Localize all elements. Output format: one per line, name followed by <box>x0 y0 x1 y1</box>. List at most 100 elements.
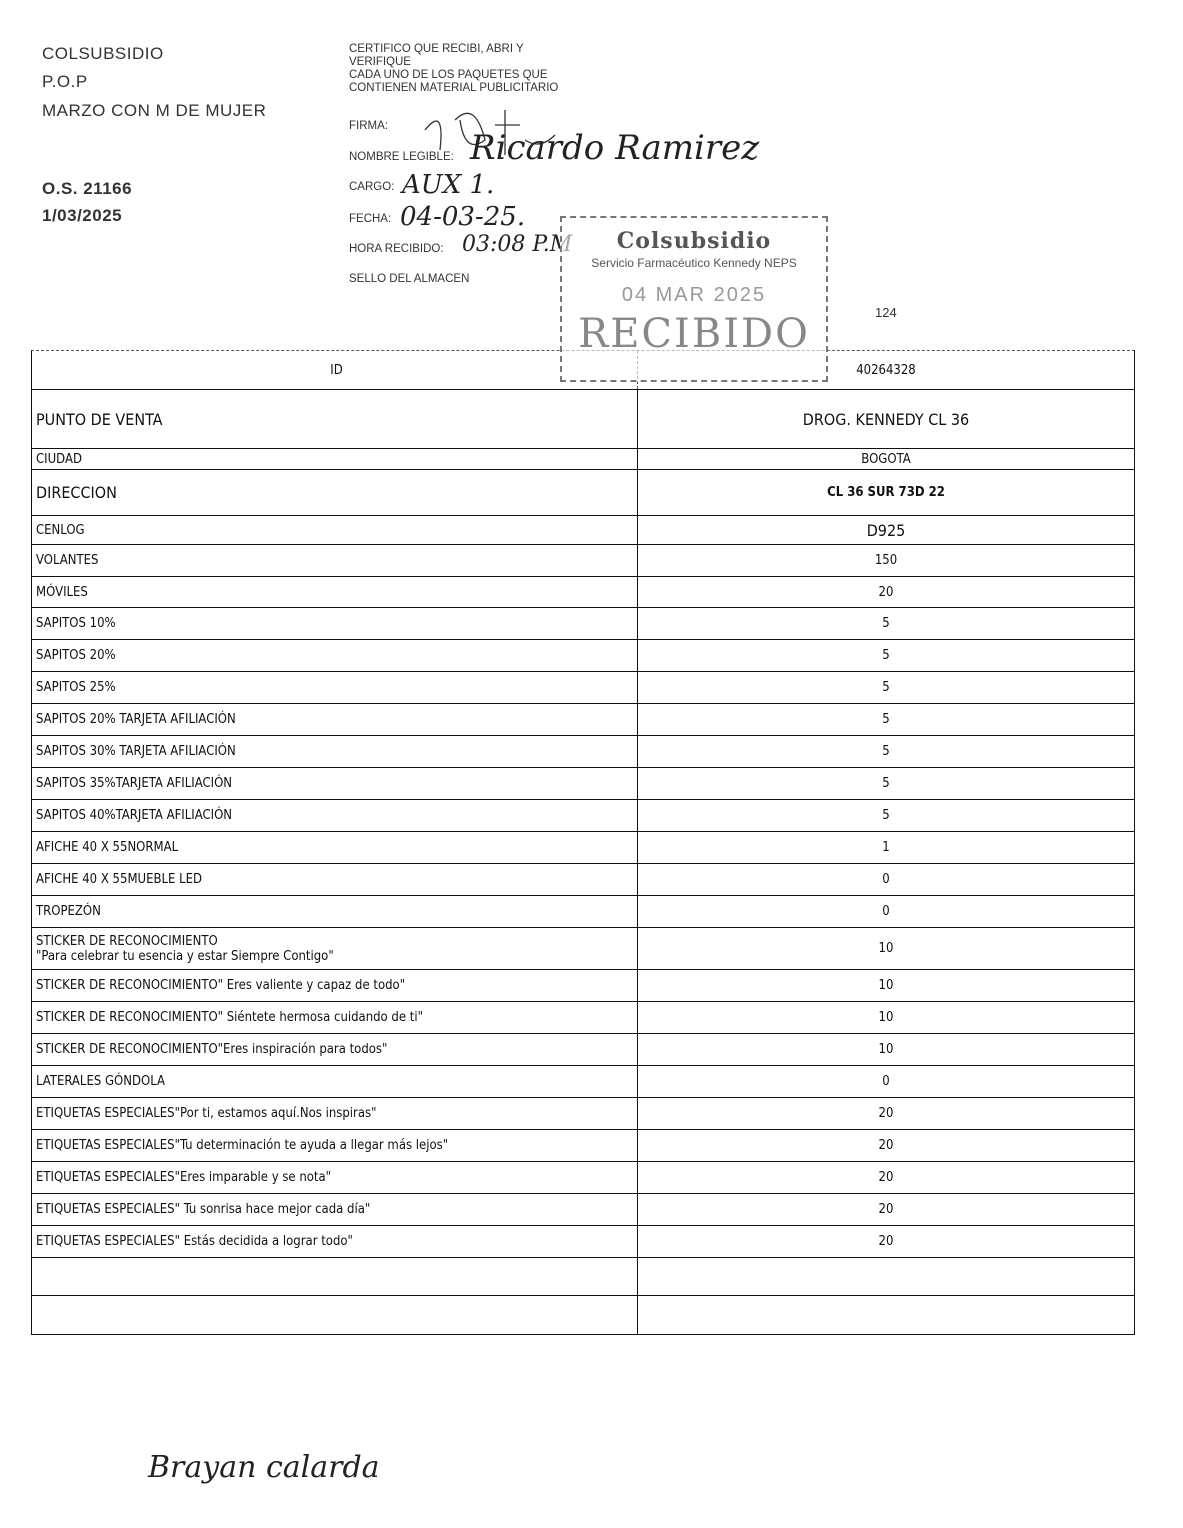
row-label-text: STICKER DE RECONOCIMIENTO <box>36 933 218 949</box>
row-value: 5 <box>882 616 890 631</box>
row-value: 1 <box>882 840 890 855</box>
table-row: SAPITOS 25% 5 <box>32 671 1134 703</box>
row-value: 20 <box>878 1234 894 1249</box>
row-label: ID <box>32 351 638 389</box>
signature-image <box>424 110 556 155</box>
row-label-text: STICKER DE RECONOCIMIENTO" Siéntete herm… <box>36 1010 423 1025</box>
row-label-text: SAPITOS 40%TARJETA AFILIACIÓN <box>36 808 233 823</box>
order-number: O.S. 21166 <box>42 179 133 198</box>
sello-label: SELLO DEL ALMACEN <box>349 273 470 285</box>
row-value: 20 <box>878 584 894 600</box>
row-label: SAPITOS 30% TARJETA AFILIACIÓN <box>32 736 638 767</box>
row-label: ETIQUETAS ESPECIALES"Por ti, estamos aqu… <box>32 1098 638 1129</box>
cert-line: CERTIFICO QUE RECIBI, ABRI Y <box>349 43 524 55</box>
row-value: 10 <box>878 978 894 993</box>
table-row: MÓVILES 20 <box>32 576 1134 607</box>
row-value: BOGOTA <box>861 451 911 467</box>
row-label: ETIQUETAS ESPECIALES" Estás decidida a l… <box>32 1226 638 1257</box>
campaign-name: MARZO CON M DE MUJER <box>42 101 267 120</box>
stamp-subtitle: Servicio Farmacéutico Kennedy NEPS <box>591 256 797 270</box>
table-row: SAPITOS 20% TARJETA AFILIACIÓN 5 <box>32 703 1134 735</box>
row-value: CL 36 SUR 73D 22 <box>827 485 945 500</box>
row-value: 5 <box>882 808 890 823</box>
row-label-text: SAPITOS 30% TARJETA AFILIACIÓN <box>36 744 236 759</box>
row-label-text: CIUDAD <box>36 451 82 467</box>
row-label: SAPITOS 20% <box>32 640 638 671</box>
row-label-text: LATERALES GÓNDOLA <box>36 1074 166 1089</box>
row-value <box>638 1296 1134 1334</box>
row-label-text: ETIQUETAS ESPECIALES" Estás decidida a l… <box>36 1234 353 1249</box>
row-label-text: VOLANTES <box>36 553 99 568</box>
row-label-text: TROPEZÓN <box>36 904 101 919</box>
row-value: 10 <box>878 1010 894 1025</box>
row-label-text: MÓVILES <box>36 584 88 600</box>
row-label: TROPEZÓN <box>32 896 638 927</box>
footer-signature: Brayan calarda <box>148 1450 380 1485</box>
row-label: PUNTO DE VENTA <box>32 390 638 448</box>
fecha-value: 04-03-25. <box>400 202 526 232</box>
cert-line: CADA UNO DE LOS PAQUETES QUE <box>349 69 548 81</box>
table-row: SAPITOS 40%TARJETA AFILIACIÓN 5 <box>32 799 1134 831</box>
table-row: STICKER DE RECONOCIMIENTO" Siéntete herm… <box>32 1001 1134 1033</box>
row-value: 40264328 <box>856 362 916 378</box>
table-row: DIRECCION CL 36 SUR 73D 22 <box>32 469 1134 515</box>
table-row: VOLANTES 150 <box>32 544 1134 576</box>
table-row: LATERALES GÓNDOLA 0 <box>32 1065 1134 1097</box>
row-value: 10 <box>878 941 894 956</box>
nombre-label: NOMBRE LEGIBLE: <box>349 151 454 163</box>
row-label-text: SAPITOS 20% <box>36 648 116 663</box>
row-label-text: SAPITOS 25% <box>36 680 116 695</box>
row-value: 0 <box>882 1074 890 1089</box>
cert-line: CONTIENEN MATERIAL PUBLICITARIO <box>349 82 559 94</box>
row-label: ETIQUETAS ESPECIALES"Eres imparable y se… <box>32 1162 638 1193</box>
row-label-subtext: "Para celebrar tu esencia y estar Siempr… <box>36 948 334 964</box>
table-row: ETIQUETAS ESPECIALES"Por ti, estamos aqu… <box>32 1097 1134 1129</box>
table-row: STICKER DE RECONOCIMIENTO" Eres valiente… <box>32 969 1134 1001</box>
row-label-text: ETIQUETAS ESPECIALES" Tu sonrisa hace me… <box>36 1202 371 1217</box>
row-value: 0 <box>882 872 890 887</box>
certification-text: CERTIFICO QUE RECIBI, ABRI Y VERIFIQUE C… <box>349 43 558 95</box>
order-date: 1/03/2025 <box>42 206 123 225</box>
doc-type: P.O.P <box>42 72 88 91</box>
table-row <box>32 1295 1134 1334</box>
table-row: SAPITOS 10% 5 <box>32 607 1134 639</box>
firma-label: FIRMA: <box>349 120 388 132</box>
row-label: MÓVILES <box>32 577 638 607</box>
row-value: 20 <box>878 1170 894 1185</box>
row-value: DROG. KENNEDY CL 36 <box>802 409 970 429</box>
hora-value: 03:08 P.M <box>462 232 573 257</box>
table-row: CIUDAD BOGOTA <box>32 448 1134 469</box>
cargo-value: AUX 1. <box>402 170 495 200</box>
table-row: SAPITOS 35%TARJETA AFILIACIÓN 5 <box>32 767 1134 799</box>
table-row: STICKER DE RECONOCIMIENTO "Para celebrar … <box>32 927 1134 969</box>
row-label: AFICHE 40 X 55MUEBLE LED <box>32 864 638 895</box>
row-label-text: STICKER DE RECONOCIMIENTO"Eres inspiraci… <box>36 1042 388 1057</box>
row-label: SAPITOS 20% TARJETA AFILIACIÓN <box>32 704 638 735</box>
table-row: ETIQUETAS ESPECIALES" Estás decidida a l… <box>32 1225 1134 1257</box>
row-value: 5 <box>882 712 890 727</box>
row-label: CIUDAD <box>32 449 638 469</box>
row-label: SAPITOS 10% <box>32 608 638 639</box>
row-label-text: CENLOG <box>36 522 85 538</box>
row-value: 20 <box>878 1106 894 1121</box>
table-row: STICKER DE RECONOCIMIENTO"Eres inspiraci… <box>32 1033 1134 1065</box>
row-value: 5 <box>882 776 890 791</box>
table-row: AFICHE 40 X 55MUEBLE LED 0 <box>32 863 1134 895</box>
row-value: 20 <box>878 1202 894 1217</box>
nombre-value: Ricardo Ramirez <box>470 128 760 168</box>
row-label: DIRECCION <box>32 470 638 515</box>
fecha-label: FECHA: <box>349 213 392 225</box>
cargo-label: CARGO: <box>349 181 395 193</box>
row-value: 5 <box>882 744 890 759</box>
materials-table: ID 40264328 PUNTO DE VENTA DROG. KENNEDY CL… <box>31 350 1135 1335</box>
table-row: CENLOG D925 <box>32 515 1134 544</box>
row-label-text: AFICHE 40 X 55NORMAL <box>36 840 179 855</box>
row-value: 10 <box>878 1042 894 1057</box>
table-row: ETIQUETAS ESPECIALES"Tu determinación te… <box>32 1129 1134 1161</box>
stamp-brand: Colsubsidio <box>616 228 772 254</box>
table-row <box>32 1257 1134 1295</box>
row-label: STICKER DE RECONOCIMIENTO"Eres inspiraci… <box>32 1034 638 1065</box>
row-label: VOLANTES <box>32 545 638 576</box>
row-value: 5 <box>882 648 890 663</box>
